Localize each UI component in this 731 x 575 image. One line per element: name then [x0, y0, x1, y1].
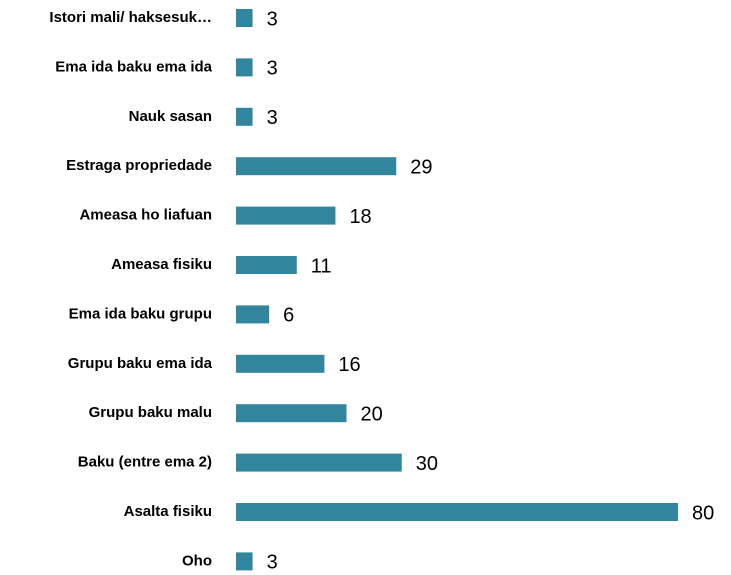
bar [236, 305, 270, 324]
bar [236, 157, 397, 176]
value-label: 3 [267, 58, 278, 80]
value-label: 29 [410, 156, 432, 178]
category-label: Baku (entre ema 2) [78, 454, 212, 471]
category-label: Asalta fisiku [124, 503, 212, 520]
value-label: 30 [416, 453, 438, 475]
bar [236, 404, 347, 423]
value-label: 11 [311, 255, 332, 277]
bar [236, 354, 325, 373]
value-label: 20 [361, 403, 383, 425]
category-label: Estraga propriedade [66, 157, 212, 174]
value-label: 6 [283, 305, 294, 327]
bar [236, 107, 253, 126]
category-label: Istori mali/ haksesuk… [49, 9, 212, 26]
bar [236, 206, 336, 225]
bar [236, 453, 402, 472]
value-label: 3 [267, 8, 278, 30]
value-label: 3 [267, 552, 278, 574]
category-label: Oho [182, 552, 212, 569]
bar [236, 552, 253, 571]
category-label: Grupu baku ema ida [68, 355, 213, 372]
category-label: Ema ida baku grupu [69, 305, 212, 322]
value-label: 3 [267, 107, 278, 129]
category-label: Nauk sasan [129, 108, 212, 125]
category-label: Ema ida baku ema ida [55, 58, 212, 75]
bar [236, 58, 253, 77]
value-label: 80 [692, 502, 714, 524]
value-label: 16 [338, 354, 360, 376]
category-label: Ameasa ho liafuan [79, 207, 212, 224]
bar [236, 256, 297, 274]
category-label: Ameasa fisiku [111, 256, 212, 273]
value-label: 18 [349, 206, 371, 228]
category-label: Grupu baku malu [89, 404, 212, 421]
bar [236, 503, 678, 521]
bar [236, 9, 253, 27]
